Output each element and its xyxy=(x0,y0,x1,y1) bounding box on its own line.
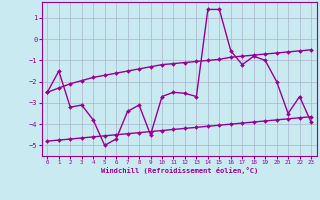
X-axis label: Windchill (Refroidissement éolien,°C): Windchill (Refroidissement éolien,°C) xyxy=(100,167,258,174)
